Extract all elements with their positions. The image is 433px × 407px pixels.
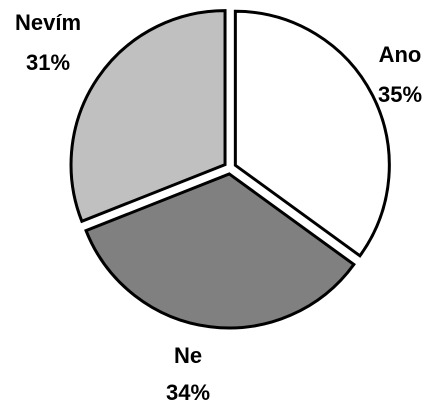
slice-label-ano: Ano [379,42,422,67]
slice-nevim [69,9,227,224]
slice-ne [84,172,356,330]
pie-slices [69,9,391,330]
slice-label-nevim: Nevím [15,10,81,35]
slice-value-ne: 34% [166,380,210,405]
slice-ano [233,9,391,258]
slice-value-ano: 35% [378,82,422,107]
slice-label-ne: Ne [174,343,202,368]
slice-value-nevim: 31% [26,50,70,75]
